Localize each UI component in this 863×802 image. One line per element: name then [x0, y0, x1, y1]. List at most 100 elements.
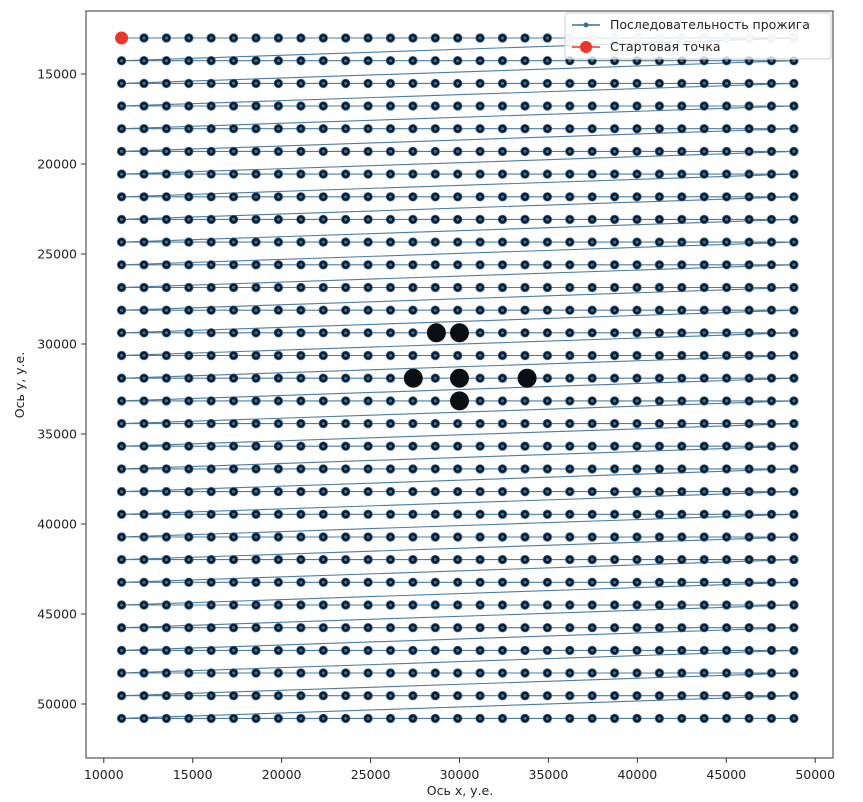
- burn-point-center: [232, 422, 236, 426]
- burn-point-center: [568, 59, 572, 63]
- burn-point-center: [321, 353, 325, 358]
- burn-point-center: [523, 59, 527, 63]
- burn-point-center: [725, 716, 729, 721]
- burn-point-center: [702, 172, 706, 176]
- burn-point-center: [500, 81, 505, 85]
- burn-point-center: [411, 535, 415, 539]
- burn-point-center: [769, 308, 774, 312]
- burn-point-center: [276, 694, 280, 698]
- burn-point-center: [613, 59, 617, 63]
- burn-point-center: [702, 444, 706, 448]
- burn-point-center: [321, 671, 325, 675]
- burn-point-center: [254, 694, 258, 698]
- burn-point-center: [276, 648, 280, 653]
- burn-point-center: [187, 626, 191, 630]
- burn-point-center: [500, 558, 505, 562]
- burn-point-center: [254, 399, 258, 403]
- burn-point-center: [568, 558, 572, 562]
- burn-point-center: [254, 444, 258, 448]
- burn-point-center: [680, 149, 684, 153]
- burn-point-center: [276, 422, 280, 426]
- burn-point-center: [635, 535, 639, 539]
- burn-point-center: [209, 353, 213, 358]
- burn-point-center: [725, 263, 729, 267]
- burn-point-center: [613, 648, 617, 653]
- highlight-point: [517, 368, 537, 388]
- burn-point-center: [523, 81, 527, 85]
- burn-point-center: [702, 240, 706, 244]
- burn-point-center: [680, 626, 684, 630]
- burn-point-center: [613, 127, 617, 131]
- burn-point-center: [344, 603, 348, 607]
- burn-point-center: [478, 580, 482, 584]
- burn-point-center: [209, 399, 213, 403]
- burn-point-center: [456, 308, 460, 312]
- burn-point-center: [164, 422, 168, 426]
- start-point: [115, 31, 129, 45]
- burn-point-center: [545, 399, 550, 403]
- burn-point-center: [232, 626, 236, 630]
- burn-point-center: [411, 648, 415, 653]
- burn-point-center: [792, 81, 796, 85]
- burn-point-center: [500, 217, 505, 221]
- burn-point-center: [635, 285, 639, 290]
- burn-point-center: [344, 172, 348, 176]
- burn-point-center: [590, 716, 594, 721]
- burn-point-center: [366, 308, 370, 312]
- burn-point-center: [792, 512, 796, 516]
- burn-point-center: [545, 172, 550, 176]
- burn-point-center: [568, 716, 572, 721]
- burn-point-center: [635, 558, 639, 562]
- burn-point-center: [613, 217, 617, 221]
- burn-point-center: [613, 558, 617, 562]
- burn-point-center: [120, 331, 124, 335]
- burn-point-center: [478, 240, 482, 244]
- burn-point-center: [456, 217, 460, 221]
- burn-point-center: [545, 580, 550, 584]
- burn-point-center: [680, 308, 684, 312]
- burn-point-center: [232, 467, 236, 471]
- burn-point-center: [411, 580, 415, 584]
- burn-point-center: [523, 580, 527, 584]
- y-tick-label: 50000: [37, 697, 77, 712]
- burn-point-center: [792, 444, 796, 448]
- burn-point-center: [456, 671, 460, 675]
- burn-point-center: [545, 127, 550, 131]
- burn-point-center: [568, 422, 572, 426]
- burn-point-center: [545, 104, 550, 108]
- burn-point-center: [120, 308, 124, 312]
- burn-point-center: [276, 603, 280, 607]
- burn-point-center: [142, 626, 146, 630]
- burn-point-center: [635, 490, 639, 494]
- burn-point-center: [635, 172, 639, 176]
- burn-point-center: [523, 490, 527, 494]
- burn-point-center: [209, 694, 213, 698]
- burn-point-center: [613, 149, 617, 153]
- burn-point-center: [299, 240, 303, 244]
- burn-point-center: [568, 240, 572, 244]
- burn-point-center: [792, 331, 796, 335]
- burn-point-center: [321, 716, 325, 721]
- burn-point-center: [254, 195, 258, 199]
- burn-point-center: [433, 648, 437, 653]
- burn-point-center: [769, 490, 774, 494]
- y-tick-label: 30000: [37, 337, 77, 352]
- burn-point-center: [590, 217, 594, 221]
- burn-point-center: [456, 104, 460, 108]
- burn-point-center: [725, 308, 729, 312]
- burn-point-center: [209, 59, 213, 63]
- burn-point-center: [187, 36, 191, 40]
- burn-point-center: [657, 353, 662, 358]
- burn-point-center: [500, 376, 505, 380]
- burn-point-center: [725, 104, 729, 108]
- burn-point-center: [523, 331, 527, 335]
- burn-point-center: [747, 444, 751, 448]
- burn-point-center: [276, 353, 280, 358]
- burn-point-center: [792, 694, 796, 698]
- burn-point-center: [792, 353, 796, 358]
- burn-point-center: [747, 172, 751, 176]
- burn-point-center: [613, 444, 617, 448]
- burn-point-center: [388, 626, 393, 630]
- burn-point-center: [702, 104, 706, 108]
- burn-point-center: [456, 422, 460, 426]
